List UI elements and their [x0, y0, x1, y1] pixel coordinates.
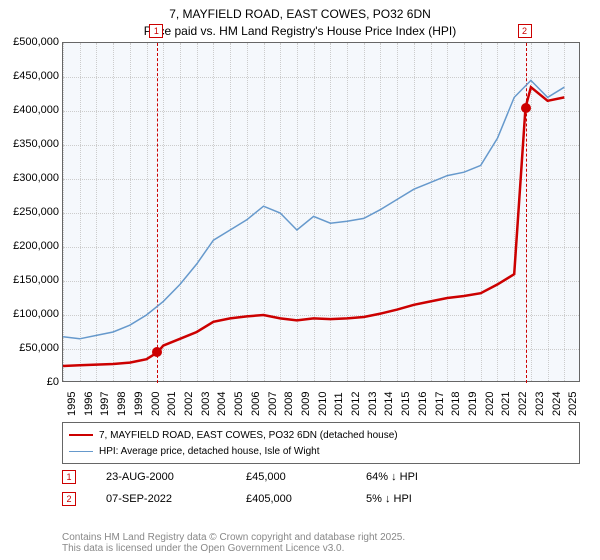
legend-item: HPI: Average price, detached house, Isle…	[69, 443, 573, 459]
xtick-label: 2014	[383, 392, 395, 416]
ytick-label: £0	[4, 376, 59, 388]
xtick-label: 1998	[116, 392, 128, 416]
xtick-label: 2015	[400, 392, 412, 416]
footer-line-2: This data is licensed under the Open Gov…	[62, 543, 344, 554]
chart-lines	[63, 43, 581, 383]
sale-row: 1 23-AUG-2000 £45,000 64% ↓ HPI	[62, 470, 418, 484]
legend-label: HPI: Average price, detached house, Isle…	[99, 446, 320, 457]
ytick-label: £450,000	[4, 70, 59, 82]
chart-title: 7, MAYFIELD ROAD, EAST COWES, PO32 6DN P…	[0, 0, 600, 40]
xtick-label: 2000	[150, 392, 162, 416]
xtick-label: 2024	[551, 392, 563, 416]
xtick-label: 2002	[183, 392, 195, 416]
xtick-label: 2019	[467, 392, 479, 416]
xtick-label: 2017	[434, 392, 446, 416]
plot-area	[62, 42, 580, 382]
xtick-label: 2013	[367, 392, 379, 416]
sale-price: £45,000	[246, 471, 336, 483]
xtick-label: 2001	[166, 392, 178, 416]
sale-dot	[521, 103, 531, 113]
xtick-label: 1997	[99, 392, 111, 416]
sale-delta: 64% ↓ HPI	[366, 471, 418, 483]
xtick-label: 1999	[133, 392, 145, 416]
ytick-label: £50,000	[4, 342, 59, 354]
title-line-2: Price paid vs. HM Land Registry's House …	[144, 24, 456, 38]
sale-row: 2 07-SEP-2022 £405,000 5% ↓ HPI	[62, 492, 412, 506]
xtick-label: 2021	[500, 392, 512, 416]
hpi-line	[63, 80, 564, 338]
sale-marker: 2	[62, 492, 76, 506]
title-line-1: 7, MAYFIELD ROAD, EAST COWES, PO32 6DN	[169, 7, 431, 21]
ytick-label: £250,000	[4, 206, 59, 218]
xtick-label: 2009	[300, 392, 312, 416]
chart-container: 7, MAYFIELD ROAD, EAST COWES, PO32 6DN P…	[0, 0, 600, 560]
ytick-label: £100,000	[4, 308, 59, 320]
xtick-label: 2004	[216, 392, 228, 416]
xtick-label: 2020	[484, 392, 496, 416]
ytick-label: £300,000	[4, 172, 59, 184]
ytick-label: £150,000	[4, 274, 59, 286]
xtick-label: 2010	[317, 392, 329, 416]
ytick-label: £400,000	[4, 104, 59, 116]
sale-delta: 5% ↓ HPI	[366, 493, 412, 505]
xtick-label: 2018	[450, 392, 462, 416]
xtick-label: 2023	[534, 392, 546, 416]
legend-item: 7, MAYFIELD ROAD, EAST COWES, PO32 6DN (…	[69, 427, 573, 443]
xtick-label: 2012	[350, 392, 362, 416]
sale-price: £405,000	[246, 493, 336, 505]
xtick-label: 2016	[417, 392, 429, 416]
marker-box: 1	[149, 24, 163, 38]
sale-marker: 1	[62, 470, 76, 484]
xtick-label: 2007	[267, 392, 279, 416]
xtick-label: 1996	[83, 392, 95, 416]
footer-line-1: Contains HM Land Registry data © Crown c…	[62, 532, 405, 543]
xtick-label: 2025	[567, 392, 579, 416]
xtick-label: 2006	[250, 392, 262, 416]
sale-date: 23-AUG-2000	[106, 471, 216, 483]
ytick-label: £200,000	[4, 240, 59, 252]
ytick-label: £500,000	[4, 36, 59, 48]
xtick-label: 1995	[66, 392, 78, 416]
xtick-label: 2005	[233, 392, 245, 416]
ytick-label: £350,000	[4, 138, 59, 150]
xtick-label: 2003	[200, 392, 212, 416]
legend-label: 7, MAYFIELD ROAD, EAST COWES, PO32 6DN (…	[99, 430, 398, 441]
legend-swatch	[69, 451, 93, 452]
sale-date: 07-SEP-2022	[106, 493, 216, 505]
legend: 7, MAYFIELD ROAD, EAST COWES, PO32 6DN (…	[62, 422, 580, 464]
xtick-label: 2008	[283, 392, 295, 416]
marker-box: 2	[518, 24, 532, 38]
legend-swatch	[69, 434, 93, 436]
footer: Contains HM Land Registry data © Crown c…	[62, 532, 405, 554]
xtick-label: 2011	[333, 392, 345, 416]
property-line	[63, 87, 564, 366]
xtick-label: 2022	[517, 392, 529, 416]
